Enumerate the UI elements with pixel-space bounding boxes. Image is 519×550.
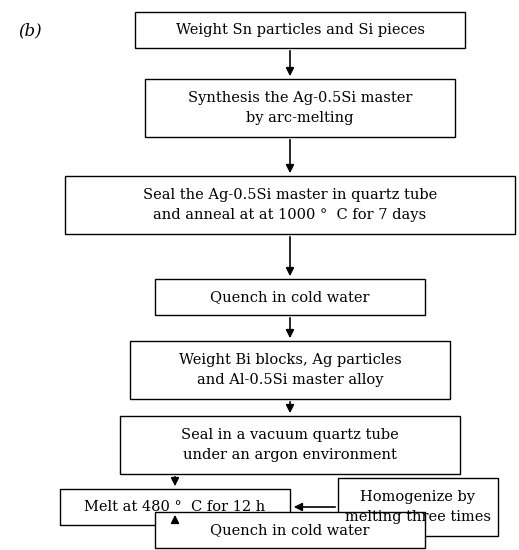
Bar xyxy=(155,512,425,548)
Text: Synthesis the Ag-0.5Si master
by arc-melting: Synthesis the Ag-0.5Si master by arc-mel… xyxy=(188,91,412,125)
Bar xyxy=(145,79,455,137)
Bar xyxy=(155,279,425,315)
Bar xyxy=(60,489,290,525)
Text: Weight Sn particles and Si pieces: Weight Sn particles and Si pieces xyxy=(175,23,425,37)
Text: (b): (b) xyxy=(18,22,42,39)
Text: Seal in a vacuum quartz tube
under an argon environment: Seal in a vacuum quartz tube under an ar… xyxy=(181,428,399,462)
Bar xyxy=(338,478,498,536)
Bar xyxy=(65,176,515,234)
Text: Homogenize by
melting three times: Homogenize by melting three times xyxy=(345,490,491,524)
Bar xyxy=(130,341,450,399)
Bar xyxy=(120,416,460,474)
Text: Melt at 480 °  C for 12 h: Melt at 480 ° C for 12 h xyxy=(85,500,266,514)
Text: Seal the Ag-0.5Si master in quartz tube
and anneal at at 1000 °  C for 7 days: Seal the Ag-0.5Si master in quartz tube … xyxy=(143,188,437,222)
Text: Weight Bi blocks, Ag particles
and Al-0.5Si master alloy: Weight Bi blocks, Ag particles and Al-0.… xyxy=(179,353,401,387)
Text: Quench in cold water: Quench in cold water xyxy=(210,290,370,304)
Text: Quench in cold water: Quench in cold water xyxy=(210,523,370,537)
Bar xyxy=(135,12,465,48)
